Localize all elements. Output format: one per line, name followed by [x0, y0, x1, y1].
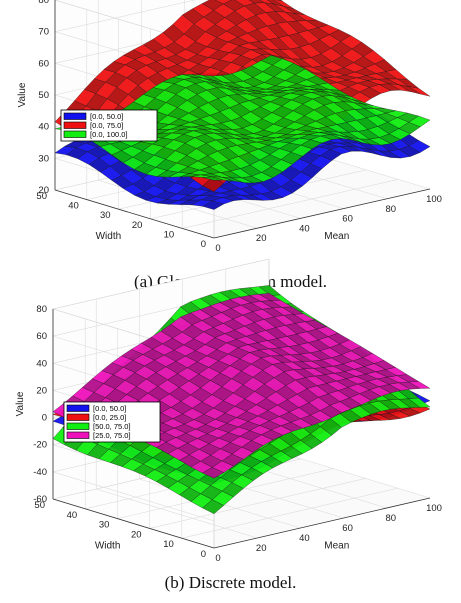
legend-swatch: [66, 404, 90, 412]
z-tick-label: 0: [42, 413, 47, 424]
x-tick-label: 80: [386, 513, 397, 524]
x-tick-label: 80: [386, 204, 397, 215]
z-tick-label: 40: [36, 358, 47, 369]
legend: [0.0, 50.0][0.0, 75.0][0.0, 100.0]: [60, 109, 158, 142]
chart-panel-a: 0 20 40 60 80 100 0 10 20 30 40 50 20 30 40 50 60 70 80 Mea…: [0, 0, 461, 300]
y-tick-label: 20: [132, 220, 143, 231]
x-tick-label: 60: [342, 523, 353, 534]
y-axis-line: [52, 498, 215, 549]
axes: 0204060801000102030405020304050607080Mea…: [17, 0, 442, 254]
surface-patch: [408, 115, 431, 128]
legend-swatch: [66, 413, 90, 421]
chart-a-plot: 0204060801000102030405020304050607080Mea…: [17, 0, 442, 254]
y-tick-label: 0: [201, 239, 206, 250]
x-tick-label: 20: [256, 543, 267, 554]
x-tick-label: 100: [426, 503, 442, 514]
legend-label: [0.0, 100.0]: [90, 130, 128, 139]
legend-label: [0.0, 50.0]: [90, 112, 123, 121]
x-axis-line: [213, 188, 431, 239]
gridline-y: [181, 487, 398, 539]
y-tick-label: 40: [67, 510, 78, 521]
z-tick-label: 40: [38, 122, 49, 133]
y-tick-label: 20: [131, 529, 142, 540]
z-tick-label: 60: [38, 58, 49, 69]
z-tick-label: 30: [38, 153, 49, 164]
x-tick-label: 0: [215, 553, 220, 564]
surface-patch: [408, 381, 431, 389]
chart-b-plot: 0 20 40 60 80 100 0 10 20 30 40 50-60 -40 -20 0 20 40 60 8…: [15, 258, 442, 564]
gridline-y: [182, 179, 399, 229]
legend-label: [0.0, 50.0]: [93, 404, 126, 413]
legend-label: [0.0, 75.0]: [90, 121, 123, 130]
legend-label: [25.0, 75.0]: [93, 431, 131, 440]
y-axis-line: [54, 189, 215, 239]
y-tick-label: 10: [164, 229, 175, 240]
z-tick-label: 20: [36, 385, 47, 396]
y-tick-label: 30: [100, 210, 111, 221]
x-tick-label: 0: [215, 243, 220, 254]
y-axis-label: Width: [95, 540, 121, 551]
z-tick-label: -20: [33, 440, 47, 451]
x-tick-label: 20: [256, 233, 267, 244]
chart-panel-b: 0 20 40 60 80 100 0 10 20 30 40 50 -60 -40 -20 0 20 40 60 8…: [0, 258, 461, 603]
x-axis-line: [213, 497, 431, 549]
legend-swatch: [63, 121, 87, 129]
x-tick-label: 40: [299, 533, 310, 544]
axes: 0 20 40 60 80 100 0 10 20 30 40 50-60 -40 -20 0 20 40 60 8…: [15, 304, 442, 564]
surface-patch: [408, 397, 431, 408]
z-tick-label: 60: [36, 331, 47, 342]
x-axis-label: Mean: [324, 541, 349, 552]
z-tick-label: -40: [33, 467, 47, 478]
gridline-x: [96, 488, 258, 539]
x-tick-label: 60: [342, 214, 353, 225]
z-tick-label: 80: [36, 304, 47, 315]
surface-patch: [408, 140, 431, 153]
surface-series-4: [52, 293, 431, 479]
z-tick-label: 50: [38, 90, 49, 101]
x-axis-label: Mean: [324, 231, 349, 242]
legend-swatch: [63, 112, 87, 120]
chart-b-caption: (b) Discrete model.: [164, 573, 297, 592]
y-tick-label: 50: [34, 500, 45, 511]
y-tick-label: 50: [36, 191, 47, 202]
legend-swatch: [66, 431, 90, 439]
surface-patch: [408, 86, 431, 97]
gridline-x: [268, 448, 431, 499]
x-tick-label: 100: [426, 194, 442, 205]
y-tick-label: 0: [201, 549, 206, 560]
y-axis-label: Width: [96, 231, 122, 242]
z-tick-label: 20: [38, 185, 49, 196]
gridline-z: [53, 0, 215, 49]
y-tick-label: 40: [68, 201, 79, 212]
legend-swatch: [63, 130, 87, 138]
legend-label: [50.0, 75.0]: [93, 422, 131, 431]
legend: [0.0, 50.0][0.0, 25.0][50.0, 75.0][25.0,…: [63, 401, 161, 443]
y-tick-label: 10: [163, 539, 174, 550]
y-tick-label: 30: [99, 520, 110, 531]
z-axis-label: Value: [17, 82, 28, 107]
legend-label: [0.0, 25.0]: [93, 413, 126, 422]
legend-swatch: [66, 422, 90, 430]
z-tick-label: -60: [33, 494, 47, 505]
z-axis-label: Value: [15, 391, 26, 416]
x-tick-label: 40: [299, 223, 310, 234]
z-tick-label: 80: [38, 0, 49, 6]
gridline-y: [149, 478, 366, 529]
z-tick-label: 70: [38, 27, 49, 38]
